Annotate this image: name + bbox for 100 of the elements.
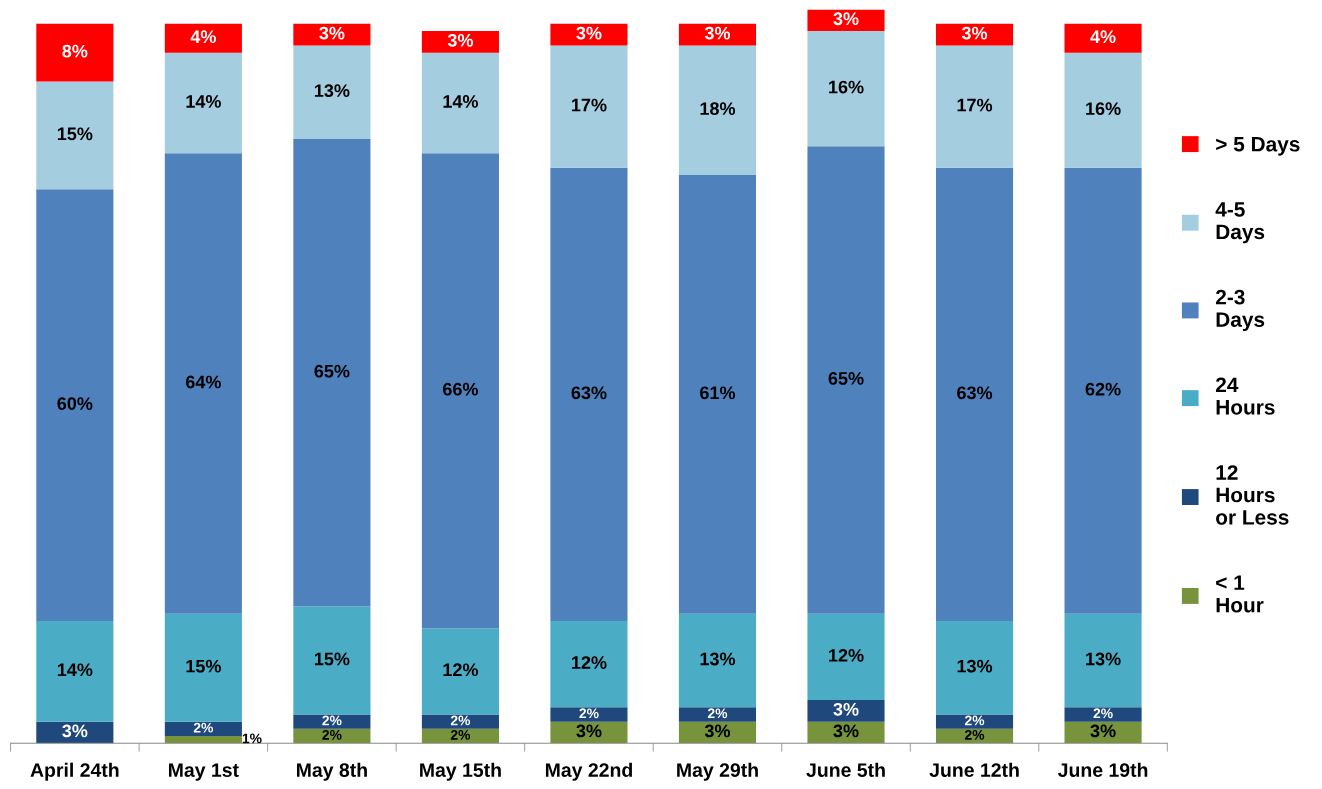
data-label: 2% [322,715,342,726]
data-label: 2% [322,729,342,740]
bar [550,23,628,46]
bar [421,153,499,629]
bar [550,620,628,708]
bar [807,146,885,614]
bar [164,721,242,737]
data-label: 13% [1086,652,1121,666]
data-label: 2% [193,722,214,733]
data-label: 65% [314,364,350,378]
bar [36,23,114,82]
bar [935,45,1014,168]
bar [935,728,1014,744]
bar [678,174,757,614]
data-label: 64% [185,375,221,389]
bar [550,45,628,168]
data-label: 18% [700,102,736,116]
bar [293,606,371,715]
data-label: 3% [576,724,602,738]
data-label: 63% [957,386,993,400]
bar [421,628,499,715]
data-label: 1% [242,733,262,744]
data-label: 3% [833,724,859,738]
x-tick-label: May 1st [169,763,239,781]
data-label: 3% [319,26,345,40]
data-label: 15% [57,127,93,141]
bar [678,613,757,708]
data-label: 3% [1090,724,1116,738]
data-label: 13% [700,652,736,666]
bar [421,714,499,729]
bar [164,736,242,744]
bar [1064,23,1142,53]
data-label: 2% [964,729,985,740]
bar [293,714,371,729]
bar [550,167,628,621]
data-label: 14% [57,663,93,677]
bar [36,81,114,190]
data-label: 60% [57,397,93,410]
bar [164,52,242,154]
data-label: 66% [443,382,479,396]
data-label: 14% [186,95,221,108]
data-label: 3% [833,702,859,716]
data-label: 16% [829,80,864,94]
data-label: 16% [1086,102,1121,116]
data-label: 15% [314,652,350,666]
data-label: 4% [190,30,216,44]
x-tick-label: May 29th [677,762,758,781]
data-label: 4% [1090,30,1116,44]
data-label: 12% [572,656,607,669]
x-tick-label: May 22nd [545,762,632,781]
bar [293,45,371,139]
data-label: 14% [443,95,479,108]
bar [1064,52,1142,168]
bar [1064,613,1142,708]
legend-label: 4-5 Days [1215,202,1265,244]
legend-label: 2-3 Days [1215,289,1265,332]
bar [935,167,1014,621]
bar [807,613,885,701]
legend-label: > 5 Days [1216,137,1300,156]
bar [421,52,499,154]
bar [807,700,885,722]
bar [807,721,885,744]
legend-label: < 1 Hour [1216,575,1264,613]
data-label: 17% [572,98,607,112]
bar [1064,167,1142,614]
bar [164,153,242,614]
data-label: 17% [957,98,993,112]
x-tick-label: May 15th [420,762,501,781]
data-label: 3% [447,33,473,47]
bar [36,620,114,722]
data-label: 2% [450,715,471,726]
data-label: 13% [314,84,350,98]
x-tick-label: June 12th [929,762,1019,777]
bar [550,707,628,722]
data-label: 61% [700,386,736,400]
data-label: 3% [576,26,602,40]
data-label: 62% [1085,382,1121,396]
data-label: 3% [704,724,731,738]
legend-label: 12 Hours or Less [1216,465,1289,525]
data-label: 3% [704,26,731,40]
data-label: 13% [957,659,993,673]
data-label: 65% [828,372,864,385]
x-tick-label: April 24th [30,762,119,781]
bar [164,23,242,53]
data-label: 2% [707,708,728,719]
data-label: 2% [579,708,599,719]
data-label: 63% [571,386,607,400]
bar [550,721,628,744]
bar [421,31,499,53]
bar [807,31,885,147]
bar [807,9,885,32]
bar [935,620,1014,715]
data-label: 2% [450,729,471,740]
x-tick-label: June 5th [806,762,885,777]
bar [293,138,371,607]
data-label: 3% [961,26,988,40]
bar [1064,707,1142,722]
data-label: 3% [62,724,88,738]
bar [36,189,114,621]
bar [935,714,1014,729]
